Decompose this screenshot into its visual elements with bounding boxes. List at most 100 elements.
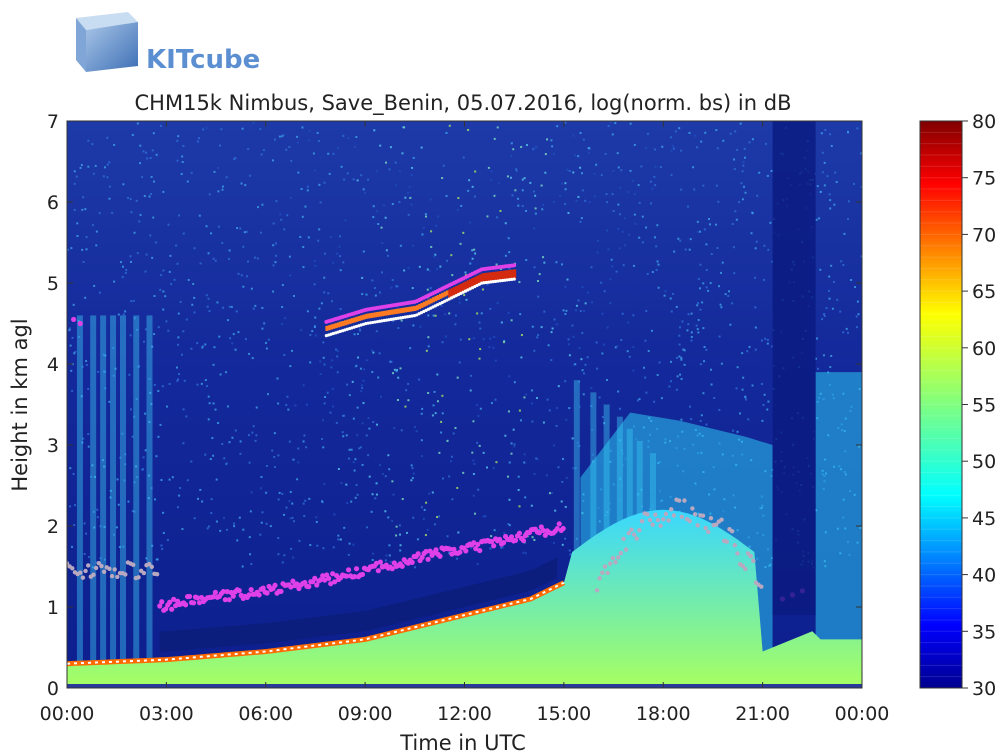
noise-dot	[451, 274, 454, 277]
noise-dot	[252, 425, 255, 428]
noise-dot	[409, 347, 412, 350]
noise-dot	[479, 327, 482, 330]
noise-dot	[359, 367, 362, 370]
noise-dot	[696, 146, 699, 149]
noise-dot	[511, 194, 514, 197]
noise-dot	[644, 339, 647, 342]
cloud-cell	[510, 269, 514, 280]
noise-dot	[407, 191, 410, 194]
noise-dot	[462, 156, 465, 159]
noise-dot	[309, 361, 312, 364]
noise-dot	[200, 382, 203, 385]
magenta-marker	[320, 573, 326, 579]
noise-dot	[418, 378, 421, 381]
noise-dot	[389, 360, 392, 363]
noise-dot	[350, 500, 353, 503]
noise-dot	[350, 448, 353, 451]
magenta-marker	[312, 575, 318, 581]
noise-dot	[600, 174, 603, 177]
noise-dot	[445, 194, 448, 197]
noise-dot	[319, 360, 322, 363]
noise-dot	[476, 441, 479, 444]
noise-dot	[555, 424, 558, 427]
y-tick-label: 1	[47, 597, 59, 619]
noise-dot	[341, 414, 344, 417]
noise-dot	[490, 170, 493, 173]
noise-dot	[450, 460, 453, 463]
noise-dot	[747, 418, 750, 421]
noise-dot	[733, 158, 736, 161]
noise-dot	[484, 515, 487, 518]
cloud-cell	[438, 293, 442, 299]
noise-dot	[356, 332, 359, 335]
noise-dot	[106, 163, 109, 166]
noise-dot	[75, 175, 78, 178]
cloud-base-marker	[496, 279, 500, 283]
noise-dot	[656, 374, 659, 377]
noise-dot	[654, 236, 657, 239]
noise-dot	[162, 531, 165, 534]
noise-dot	[736, 366, 739, 369]
noise-dot	[694, 134, 697, 137]
noise-dot	[618, 213, 621, 216]
noise-dot	[573, 363, 576, 366]
noise-dot	[510, 442, 513, 445]
noise-dot	[380, 226, 383, 229]
noise-dot	[855, 315, 858, 318]
noise-dot	[457, 531, 460, 534]
noise-dot	[669, 297, 672, 300]
noise-dot	[342, 261, 345, 264]
cloud-base-marker	[510, 277, 514, 281]
noise-dot	[240, 182, 243, 185]
noise-dot	[389, 560, 392, 563]
noise-dot	[564, 312, 567, 315]
noise-dot	[761, 419, 764, 422]
noise-dot	[405, 531, 408, 534]
noise-dot	[289, 365, 292, 368]
colorbar-bands	[920, 131, 962, 678]
cloud-cell	[490, 272, 494, 283]
noise-dot	[199, 488, 202, 491]
noise-dot	[308, 139, 311, 142]
noise-dot	[678, 334, 681, 337]
noise-dot	[626, 350, 629, 353]
noise-dot	[606, 201, 609, 204]
noise-dot	[160, 274, 163, 277]
noise-dot	[459, 338, 462, 341]
noise-dot	[112, 346, 115, 349]
grey-marker	[748, 554, 753, 559]
noise-dot	[339, 269, 342, 272]
noise-dot	[297, 461, 300, 464]
logo-cube-side	[76, 18, 86, 72]
x-tick-label: 21:00	[735, 703, 790, 725]
y-tick-label: 0	[47, 678, 59, 700]
noise-dot	[132, 299, 135, 302]
magenta-marker	[326, 575, 332, 582]
noise-dot	[243, 231, 246, 234]
noise-dot	[551, 327, 554, 330]
noise-dot	[336, 349, 339, 352]
noise-dot	[388, 468, 391, 471]
noise-dot	[167, 223, 170, 226]
noise-dot	[581, 286, 584, 289]
magenta-marker	[220, 588, 226, 595]
magenta-marker	[375, 568, 381, 574]
noise-dot	[207, 525, 210, 528]
noise-dot	[280, 218, 283, 221]
noise-dot	[274, 466, 277, 469]
noise-dot	[257, 206, 260, 209]
magenta-marker	[540, 527, 546, 534]
noise-dot	[95, 230, 98, 233]
noise-dot	[411, 467, 414, 470]
noise-dot	[286, 214, 289, 217]
noise-dot	[816, 367, 819, 370]
noise-dot	[74, 504, 77, 507]
noise-dot	[557, 466, 560, 469]
noise-dot	[575, 537, 578, 540]
y-tick-label: 3	[47, 435, 59, 457]
noise-dot	[692, 166, 695, 169]
noise-dot	[421, 407, 424, 410]
noise-dot	[71, 336, 74, 339]
noise-dot	[225, 176, 228, 179]
noise-dot	[831, 307, 834, 310]
